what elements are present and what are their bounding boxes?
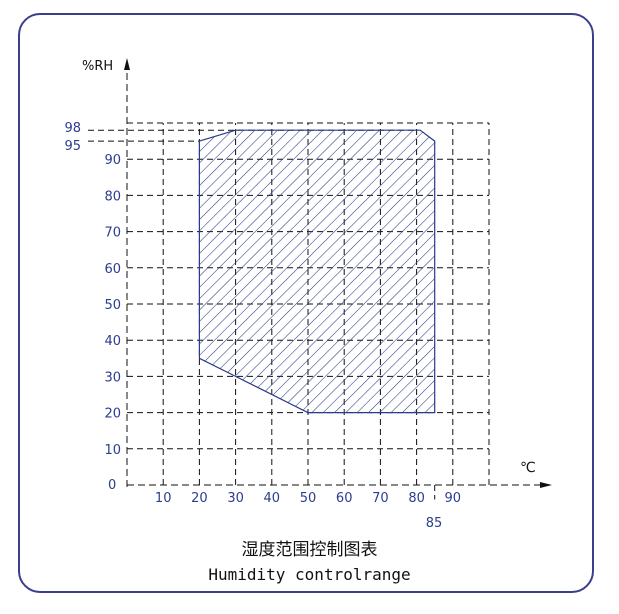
x-tick-label-30: 30 — [227, 491, 244, 506]
y-tick-label-95: 95 — [64, 139, 81, 154]
y-tick-label-80: 80 — [104, 189, 121, 204]
x-tick-label-90: 90 — [445, 491, 462, 506]
chart-frame — [18, 13, 594, 593]
y-tick-label-98: 98 — [64, 121, 81, 136]
x-tick-label-85: 85 — [426, 516, 443, 531]
y-tick-label-40: 40 — [104, 334, 121, 349]
x-tick-label-80: 80 — [408, 491, 425, 506]
x-tick-label-10: 10 — [155, 491, 172, 506]
y-tick-label-10: 10 — [104, 443, 121, 458]
x-tick-label-50: 50 — [300, 491, 317, 506]
y-tick-label-20: 20 — [104, 407, 121, 422]
y-tick-label-60: 60 — [104, 262, 121, 277]
chart-title-chinese: 湿度范围控制图表 — [241, 540, 378, 560]
x-axis-arrow — [540, 482, 552, 488]
x-tick-label-40: 40 — [264, 491, 281, 506]
y-tick-label-70: 70 — [104, 226, 121, 241]
x-tick-label-20: 20 — [191, 491, 208, 506]
y-tick-label-90: 90 — [104, 153, 121, 168]
humidity-control-region — [198, 129, 436, 414]
y-axis-arrow — [124, 58, 130, 70]
x-axis-label: ℃ — [520, 460, 536, 476]
x-tick-label-60: 60 — [336, 491, 353, 506]
y-tick-label-30: 30 — [104, 370, 121, 385]
chart-title-english: Humidity controlrange — [208, 565, 411, 584]
y-tick-label-50: 50 — [104, 298, 121, 313]
y-axis-label: %RH — [82, 59, 113, 74]
x-tick-label-70: 70 — [372, 491, 389, 506]
origin-label: 0 — [108, 478, 116, 493]
